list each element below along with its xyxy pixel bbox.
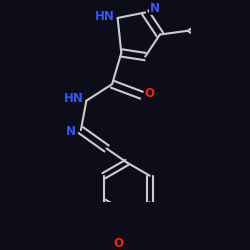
Text: O: O [114, 237, 124, 250]
Text: HN: HN [95, 10, 115, 23]
Text: N: N [66, 126, 76, 138]
Text: N: N [150, 2, 160, 15]
Text: O: O [145, 87, 155, 100]
Text: HN: HN [64, 92, 84, 105]
